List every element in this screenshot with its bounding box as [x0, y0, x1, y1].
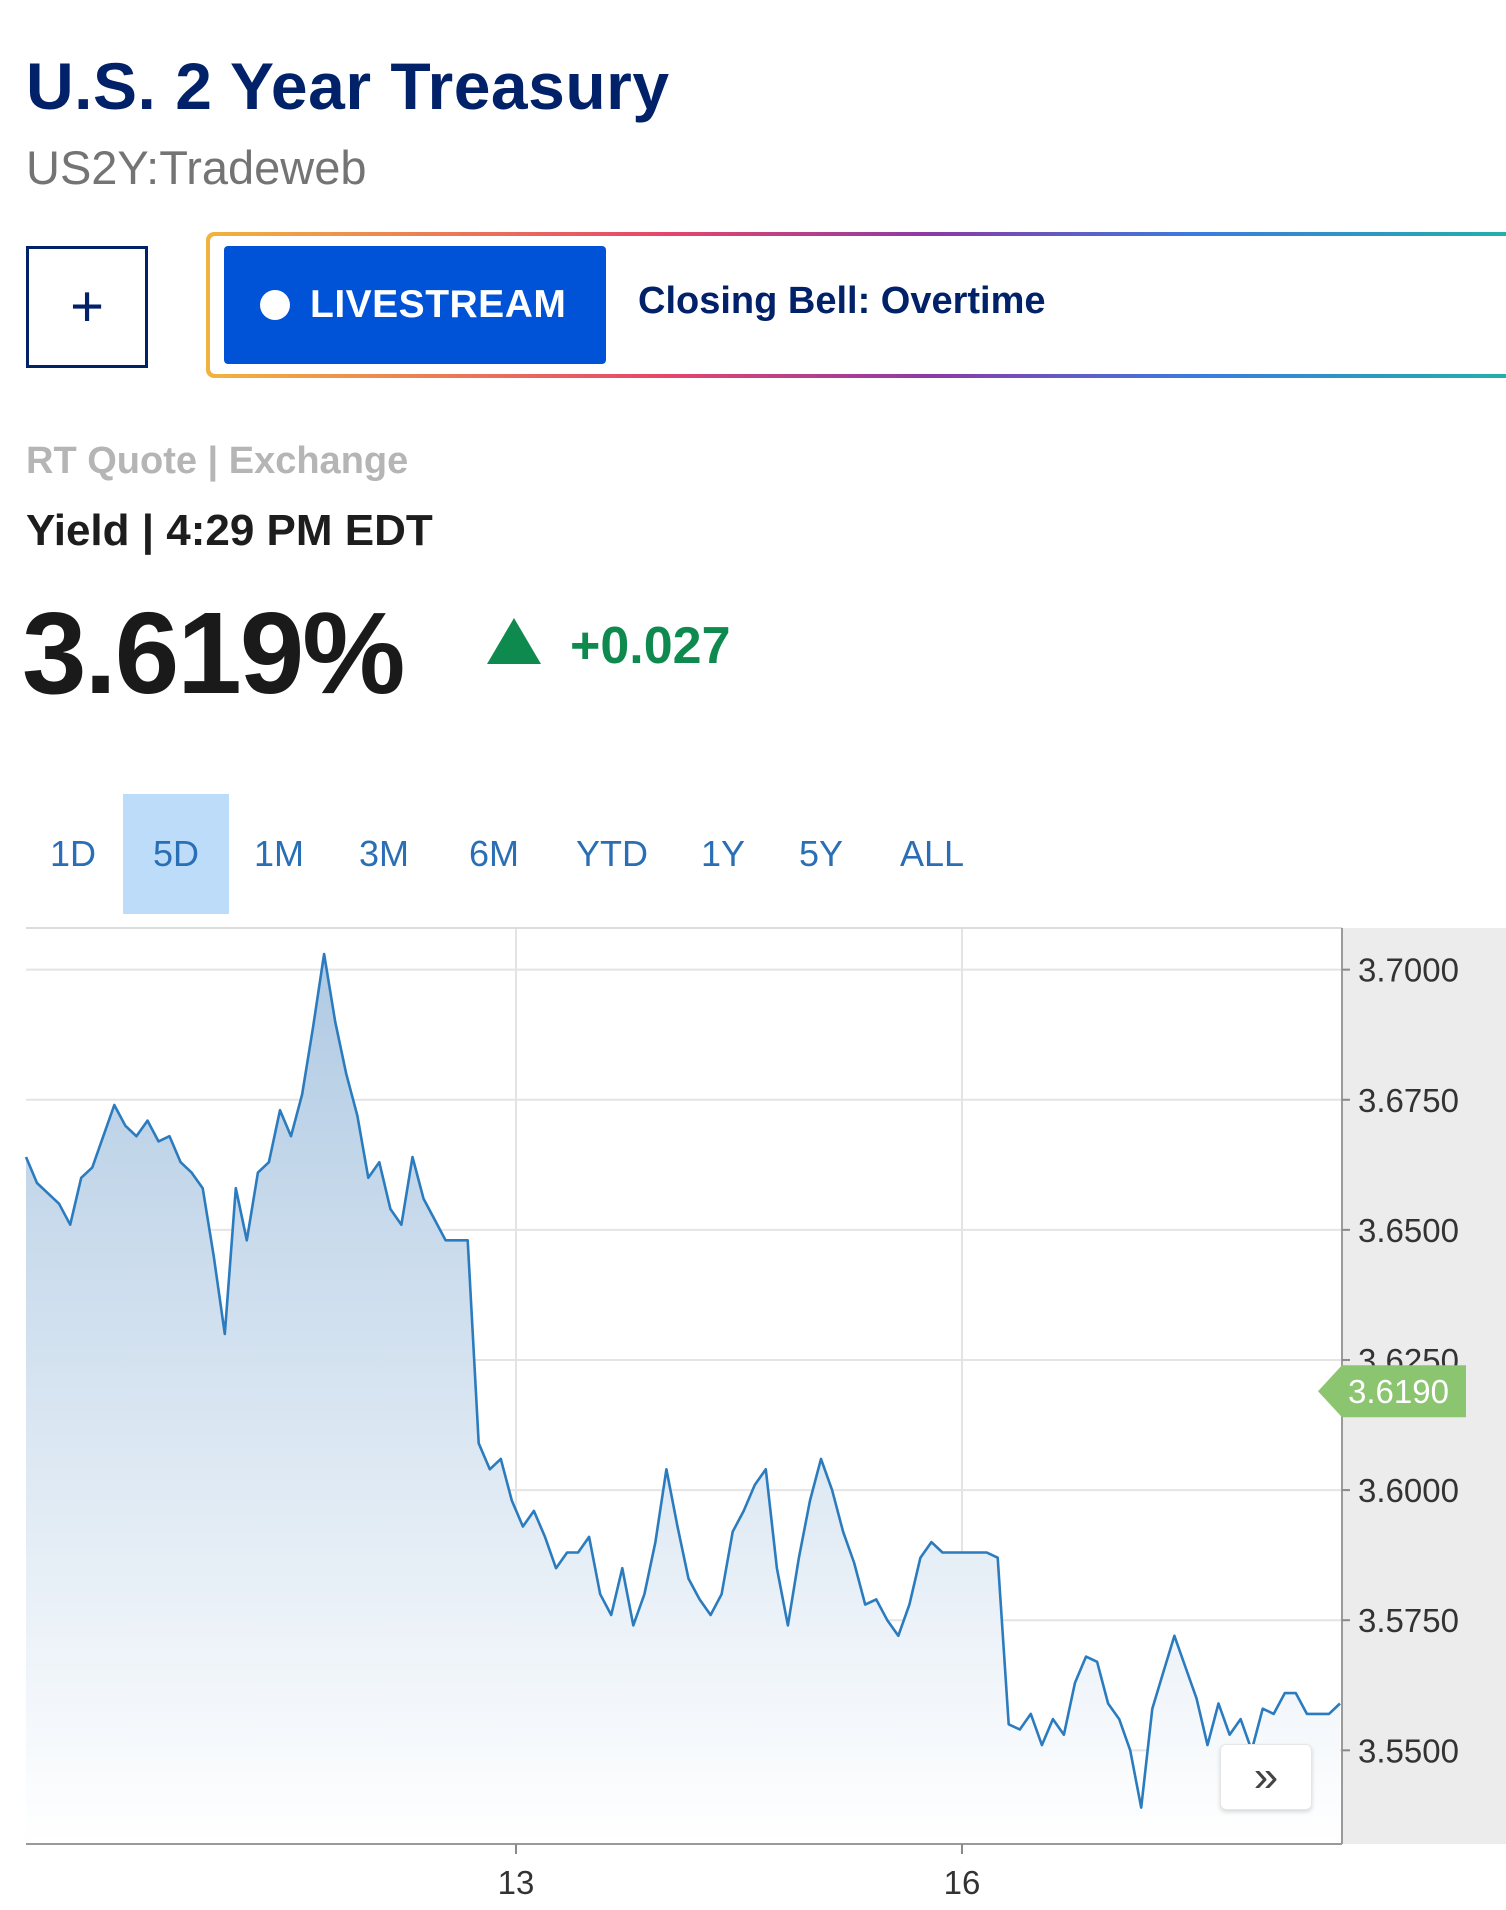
y-tick-label: 3.7000 — [1358, 952, 1459, 989]
livestream-banner[interactable]: LIVESTREAM Closing Bell: Overtime — [206, 232, 1506, 378]
tab-5y[interactable]: 5Y — [798, 833, 844, 874]
livestream-label: LIVESTREAM — [310, 283, 567, 326]
livestream-button[interactable]: LIVESTREAM — [224, 246, 606, 364]
price-chart[interactable]: 3.7000 3.6750 3.6500 3.6250 3.6000 3.5750 3.55… — [0, 924, 1506, 1910]
last-price-tag: 3.6190 — [1318, 1365, 1466, 1418]
tab-1y[interactable]: 1Y — [700, 833, 746, 874]
price-line — [24, 952, 1341, 1809]
last-price: 3.619% — [22, 588, 405, 718]
chart-svg[interactable]: 3.70003.67503.65003.62503.60003.57503.55… — [0, 924, 1506, 1910]
tab-1d[interactable]: 1D — [49, 833, 97, 874]
up-arrow-icon — [487, 618, 541, 664]
tab-6m[interactable]: 6M — [468, 833, 519, 874]
page-title: U.S. 2 Year Treasury — [26, 49, 670, 123]
scroll-forward-button[interactable]: » — [1220, 1744, 1312, 1810]
time-range-tabs: 1D 5D 1M 3M 6M YTD 1Y 5Y ALL — [0, 794, 1506, 914]
yield-timestamp: Yield | 4:29 PM EDT — [26, 506, 433, 555]
y-tick-label: 3.6500 — [1358, 1212, 1459, 1249]
x-tick-label: 16 — [944, 1864, 981, 1901]
show-name-link[interactable]: Closing Bell: Overtime — [638, 280, 1046, 322]
symbol-label: US2Y:Tradeweb — [26, 141, 367, 194]
tab-1m[interactable]: 1M — [253, 833, 304, 874]
add-to-watchlist-button[interactable]: + — [26, 246, 148, 368]
last-price-tag-label: 3.6190 — [1348, 1373, 1449, 1410]
tab-5d[interactable]: 5D — [123, 794, 229, 914]
y-tick-label: 3.5500 — [1358, 1732, 1459, 1769]
y-tick-label: 3.6750 — [1358, 1082, 1459, 1119]
y-tick-label: 3.5750 — [1358, 1602, 1459, 1639]
price-change: +0.027 — [570, 617, 731, 675]
x-tick-label: 13 — [498, 1864, 535, 1901]
tab-all[interactable]: ALL — [899, 833, 965, 874]
y-tick-label: 3.6000 — [1358, 1472, 1459, 1509]
live-dot-icon — [260, 290, 290, 320]
quote-source: RT Quote | Exchange — [26, 440, 409, 482]
tab-3m[interactable]: 3M — [358, 833, 409, 874]
double-chevron-right-icon: » — [1253, 1752, 1279, 1801]
tab-ytd[interactable]: YTD — [576, 833, 648, 874]
price-area — [26, 954, 1340, 1844]
